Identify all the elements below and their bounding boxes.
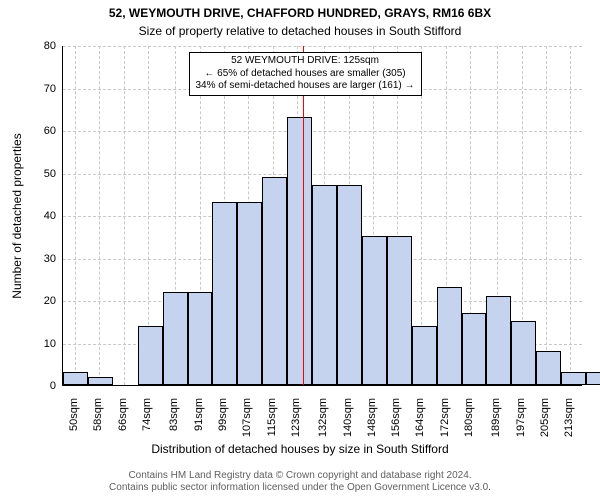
x-tick-label: 74sqm [141, 398, 153, 431]
histogram-bar [212, 202, 237, 385]
chart-container: 52, WEYMOUTH DRIVE, CHAFFORD HUNDRED, GR… [0, 0, 600, 500]
y-tick-label: 10 [26, 338, 56, 350]
histogram-bar [387, 236, 412, 385]
y-tick-label: 50 [26, 168, 56, 180]
footer-line2: Contains public sector information licen… [0, 482, 600, 494]
histogram-bar [586, 372, 600, 385]
reference-line [303, 46, 304, 385]
y-tick-label: 0 [26, 380, 56, 392]
gridline-vertical [124, 46, 125, 385]
x-tick-label: 132sqm [317, 398, 329, 437]
gridline-vertical [546, 46, 547, 385]
x-tick-label: 115sqm [266, 398, 278, 436]
histogram-bar [88, 377, 113, 386]
histogram-bar [437, 287, 462, 385]
y-tick-label: 30 [26, 253, 56, 265]
histogram-bar [561, 372, 586, 385]
x-tick-label: 58sqm [92, 398, 104, 431]
y-tick-label: 60 [26, 125, 56, 137]
x-tick-label: 156sqm [390, 398, 402, 437]
x-tick-label: 197sqm [515, 398, 527, 437]
x-tick-label: 164sqm [414, 398, 426, 437]
histogram-bar [237, 202, 262, 385]
x-axis-label: Distribution of detached houses by size … [0, 442, 600, 456]
annotation-line: 52 WEYMOUTH DRIVE: 125sqm [196, 55, 415, 68]
annotation-line: ← 65% of detached houses are smaller (30… [196, 68, 415, 81]
footer-attribution: Contains HM Land Registry data © Crown c… [0, 470, 600, 494]
x-tick-label: 99sqm [217, 398, 229, 431]
histogram-bar [63, 372, 88, 385]
x-tick-label: 83sqm [168, 398, 180, 431]
histogram-bar [262, 177, 287, 385]
histogram-bar [287, 117, 312, 385]
histogram-bar [412, 326, 437, 386]
histogram-bar [536, 351, 561, 385]
plot-area [62, 46, 582, 386]
x-tick-label: 180sqm [463, 398, 475, 437]
x-tick-label: 50sqm [68, 398, 80, 431]
x-tick-label: 91sqm [193, 398, 205, 431]
gridline-vertical [570, 46, 571, 385]
footer-line1: Contains HM Land Registry data © Crown c… [0, 470, 600, 482]
y-axis-label: Number of detached properties [10, 133, 24, 298]
x-tick-label: 189sqm [490, 398, 502, 437]
x-tick-label: 148sqm [366, 398, 378, 437]
histogram-bar [138, 326, 163, 386]
x-tick-label: 140sqm [342, 398, 354, 437]
histogram-bar [312, 185, 337, 385]
x-tick-label: 107sqm [241, 398, 253, 437]
histogram-bar [337, 185, 362, 385]
y-tick-label: 40 [26, 210, 56, 222]
histogram-bar [163, 292, 188, 386]
gridline-horizontal [63, 46, 582, 47]
gridline-vertical [75, 46, 76, 385]
x-tick-label: 123sqm [290, 398, 302, 437]
x-tick-label: 213sqm [563, 398, 575, 437]
x-tick-label: 172sqm [439, 398, 451, 437]
histogram-bar [486, 296, 511, 385]
y-tick-label: 80 [26, 40, 56, 52]
histogram-bar [462, 313, 487, 385]
y-tick-label: 70 [26, 83, 56, 95]
x-tick-label: 205sqm [539, 398, 551, 437]
gridline-horizontal [63, 174, 582, 175]
y-tick-label: 20 [26, 295, 56, 307]
annotation-box: 52 WEYMOUTH DRIVE: 125sqm← 65% of detach… [189, 52, 422, 96]
annotation-line: 34% of semi-detached houses are larger (… [196, 80, 415, 93]
x-tick-label: 66sqm [117, 398, 129, 431]
histogram-bar [511, 321, 536, 385]
gridline-horizontal [63, 131, 582, 132]
histogram-bar [362, 236, 387, 385]
histogram-bar [188, 292, 213, 386]
chart-title-line1: 52, WEYMOUTH DRIVE, CHAFFORD HUNDRED, GR… [0, 6, 600, 20]
gridline-vertical [99, 46, 100, 385]
chart-title-line2: Size of property relative to detached ho… [0, 24, 600, 38]
